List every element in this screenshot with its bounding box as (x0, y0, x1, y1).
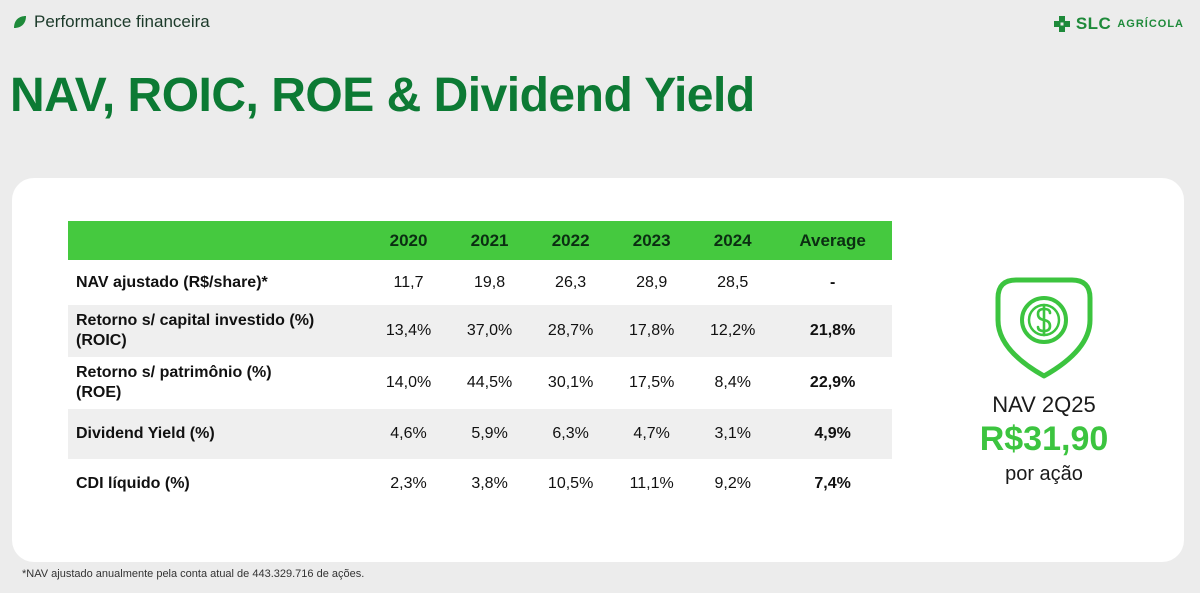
logo-brand: SLC (1075, 14, 1112, 33)
col-2022: 2022 (551, 230, 590, 250)
col-2024: 2024 (713, 230, 752, 250)
page-title: NAV, ROIC, ROE & Dividend Yield (10, 69, 755, 122)
row-label-line1: Retorno s/ patrimônio (%) (76, 364, 272, 381)
header-blank (68, 221, 368, 260)
cell-average: 22,9% (809, 374, 856, 391)
row-label: Retorno s/ capital investido (%) (ROIC) (68, 305, 368, 357)
row-label: CDI líquido (%) (76, 475, 190, 492)
cell: 4,7% (633, 425, 670, 442)
cell: 8,4% (714, 374, 751, 391)
cell: 37,0% (466, 322, 513, 339)
table-row: CDI líquido (%) 2,3% 3,8% 10,5% 11,1% 9,… (68, 459, 892, 509)
row-label: Retorno s/ patrimônio (%) (ROE) (68, 357, 368, 409)
cell: 19,8 (474, 273, 506, 291)
logo-sub: AGRÍCOLA (1117, 18, 1184, 30)
cell: 6,3% (552, 425, 589, 442)
cell: 28,9 (636, 273, 668, 291)
company-logo: SLC AGRÍCOLA (1053, 14, 1184, 34)
row-label-line1: Retorno s/ capital investido (%) (76, 312, 315, 329)
cell: 4,6% (390, 425, 427, 442)
cell: 17,5% (628, 374, 675, 391)
cell-average: - (829, 273, 836, 291)
row-label-line2: (ROE) (76, 384, 122, 401)
cell: 9,2% (714, 475, 751, 492)
nav-unit: por ação (1005, 463, 1083, 485)
cell-average: 4,9% (814, 425, 851, 442)
cell: 3,8% (471, 475, 508, 492)
cell-average: 21,8% (809, 322, 856, 339)
col-2021: 2021 (470, 230, 509, 250)
nav-label: NAV 2Q25 (992, 392, 1096, 417)
cell-average: 7,4% (814, 475, 851, 492)
cell: 12,2% (710, 322, 756, 339)
row-label: NAV ajustado (R$/share)* (76, 273, 268, 291)
cell: 10,5% (547, 475, 594, 492)
cell: 28,5 (717, 273, 749, 291)
cell: 28,7% (547, 322, 594, 339)
cell: 5,9% (471, 425, 508, 442)
table-row: Dividend Yield (%) 4,6% 5,9% 6,3% 4,7% 3… (68, 409, 892, 459)
cell: 3,1% (714, 425, 751, 442)
table-row: Retorno s/ patrimônio (%) (ROE) 14,0% 44… (68, 357, 892, 409)
cell: 11,7 (393, 273, 424, 291)
footnote: *NAV ajustado anualmente pela conta atua… (22, 568, 365, 580)
metrics-table: 2020 2021 2022 2023 2024 Average NAV aju… (68, 221, 892, 509)
content-card: 2020 2021 2022 2023 2024 Average NAV aju… (12, 178, 1184, 562)
table-header-row: 2020 2021 2022 2023 2024 Average (68, 221, 892, 260)
row-label-line2: (ROIC) (76, 332, 127, 349)
col-average: Average (799, 230, 866, 250)
leaf-icon (14, 16, 26, 28)
cell: 14,0% (385, 374, 432, 391)
cell: 44,5% (466, 374, 513, 391)
col-2023: 2023 (632, 230, 671, 250)
nav-highlight: NAV 2Q25 R$31,90 por ação (944, 272, 1144, 486)
col-2020: 2020 (389, 230, 428, 250)
cell: 13,4% (385, 322, 432, 339)
section-label: Performance financeira (34, 12, 210, 31)
dollar-coin-icon (995, 277, 1093, 379)
slc-cross-icon (1053, 16, 1070, 32)
row-label: Dividend Yield (%) (76, 425, 215, 442)
table-row: NAV ajustado (R$/share)* 11,7 19,8 26,3 … (68, 260, 892, 305)
cell: 17,8% (628, 322, 675, 339)
cell: 11,1% (629, 475, 674, 492)
cell: 30,1% (547, 374, 594, 391)
cell: 2,3% (390, 475, 427, 492)
nav-value: R$31,90 (979, 420, 1109, 458)
section-tag: Performance financeira (12, 12, 210, 32)
table-row: Retorno s/ capital investido (%) (ROIC) … (68, 305, 892, 357)
cell: 26,3 (555, 273, 587, 291)
